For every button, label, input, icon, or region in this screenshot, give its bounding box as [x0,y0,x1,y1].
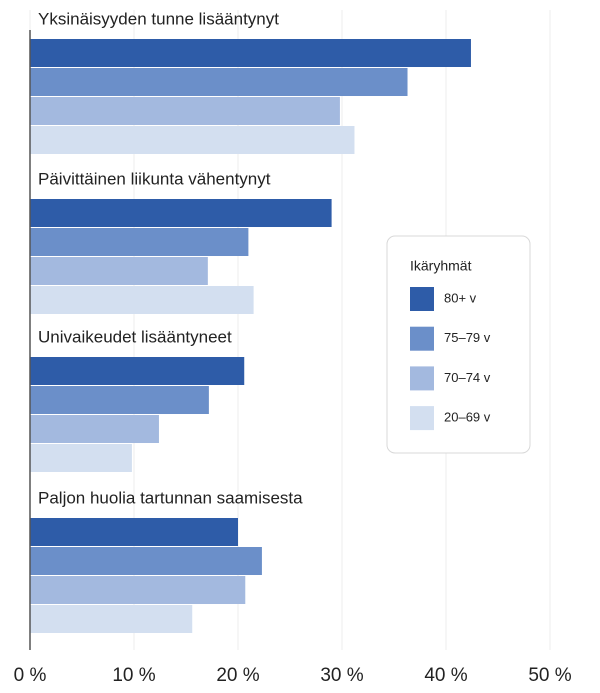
legend-label: 75–79 v [444,330,491,345]
bar [30,547,262,575]
bar [30,126,355,154]
bar [30,357,245,385]
x-tick-label: 10 % [112,665,155,686]
bar [30,605,193,633]
bar [30,386,209,414]
legend-swatch [410,366,434,391]
bar [30,39,471,67]
bar [30,415,159,443]
bar [30,286,254,314]
bar [30,228,249,256]
group-label: Paljon huolia tartunnan saamisesta [38,488,303,507]
bar [30,199,332,227]
bar [30,97,340,125]
legend-swatch [410,326,434,351]
bar [30,576,246,604]
bar [30,518,238,546]
x-tick-label: 0 % [14,665,47,686]
x-tick-label: 40 % [424,665,467,686]
bar [30,444,132,472]
legend-swatch [410,406,434,431]
bar [30,68,408,96]
legend-swatch [410,287,434,311]
legend-label: 70–74 v [444,370,491,385]
legend-label: 20–69 v [444,410,491,425]
x-tick-label: 20 % [216,665,259,686]
x-tick-label: 30 % [320,665,363,686]
bar [30,257,208,285]
group-label: Päivittäinen liikunta vähentynyt [38,169,271,188]
group-label: Univaikeudet lisääntyneet [38,327,232,346]
legend-title: Ikäryhmät [410,258,472,274]
group-label: Yksinäisyyden tunne lisääntynyt [38,9,279,28]
plot: 0 % 10 % 20 % 30 % 40 % 50 % Yksinäisyyden tun… [14,9,572,686]
x-tick-label: 50 % [528,665,571,686]
legend-label: 80+ v [444,290,477,305]
